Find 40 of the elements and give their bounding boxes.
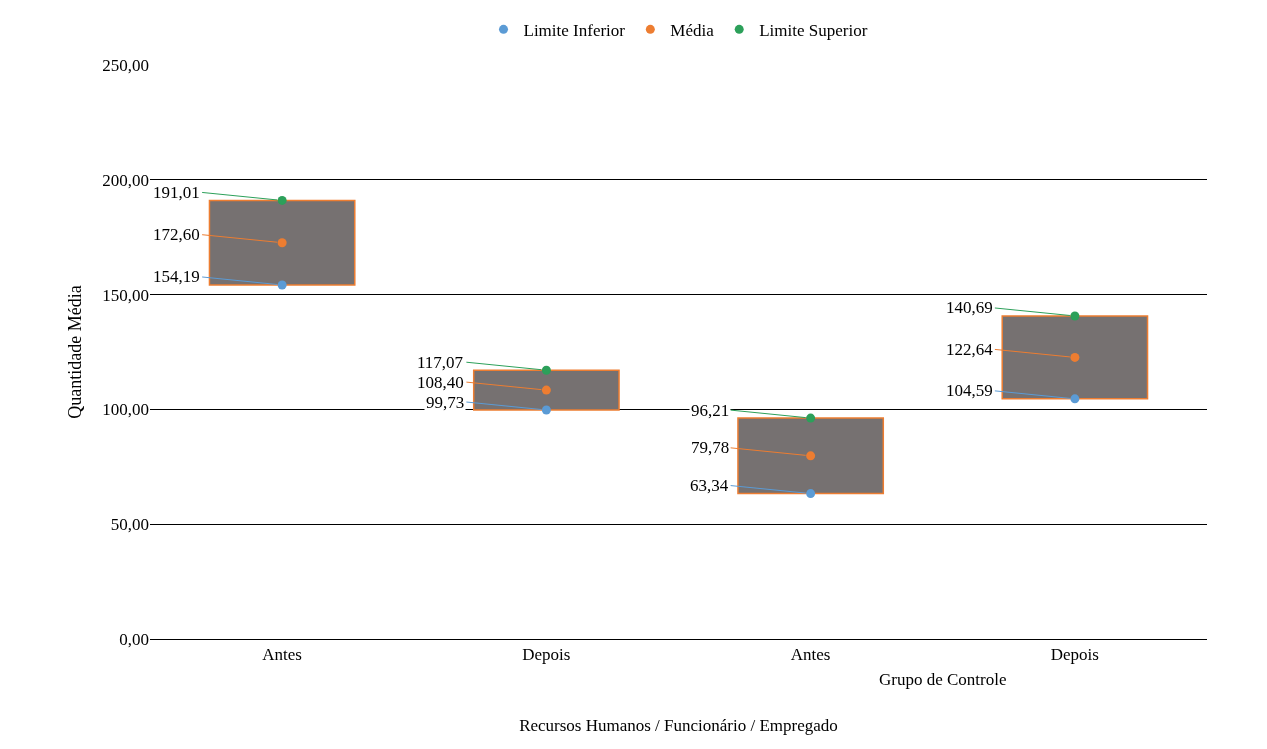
data-label: 172,60 (153, 225, 200, 244)
legend-label: Limite Inferior (523, 20, 626, 40)
text: Grupo de Controle (879, 670, 1007, 689)
x-tick-label: Depois (522, 645, 571, 665)
y-tick-label: 150,00 (102, 285, 149, 305)
point (1070, 311, 1080, 321)
data-label: 96,21 (691, 401, 730, 420)
data-label: 63,34 (690, 476, 729, 495)
x-tick-label: Antes (262, 645, 302, 665)
legend-label: Limite Superior (759, 20, 868, 40)
y-tick-label: 0,00 (119, 629, 149, 649)
point (806, 489, 816, 499)
point (541, 405, 551, 415)
point (277, 195, 287, 205)
data-label: 99,73 (426, 393, 465, 412)
data-label: 122,64 (946, 340, 994, 359)
data-label: 104,59 (946, 381, 993, 400)
y-axis-title: Quantidade Média (65, 285, 86, 419)
y-tick-label: 250,00 (102, 55, 149, 75)
point (277, 280, 287, 290)
data-label: 117,07 (417, 353, 464, 372)
point (277, 238, 287, 248)
data-label: 191,01 (153, 183, 200, 202)
x-axis-title: Recursos Humanos / Funcionário / Empregado (519, 715, 838, 735)
point (1070, 394, 1080, 404)
point (1070, 352, 1080, 362)
x-tick-label: Antes (790, 645, 831, 665)
point (806, 413, 816, 423)
data-label: 108,40 (417, 373, 464, 392)
point (541, 385, 551, 395)
x-tick-label: Depois (1050, 645, 1099, 665)
point (806, 451, 816, 461)
y-tick-label: 50,00 (110, 515, 149, 535)
y-tick-label: 200,00 (102, 170, 149, 190)
data-label: 79,78 (691, 438, 730, 457)
legend-label: Média (670, 20, 715, 40)
y-tick-label: 100,00 (102, 400, 149, 420)
data-label: 154,19 (153, 267, 200, 286)
data-label: 140,69 (946, 298, 993, 317)
point (541, 365, 551, 375)
